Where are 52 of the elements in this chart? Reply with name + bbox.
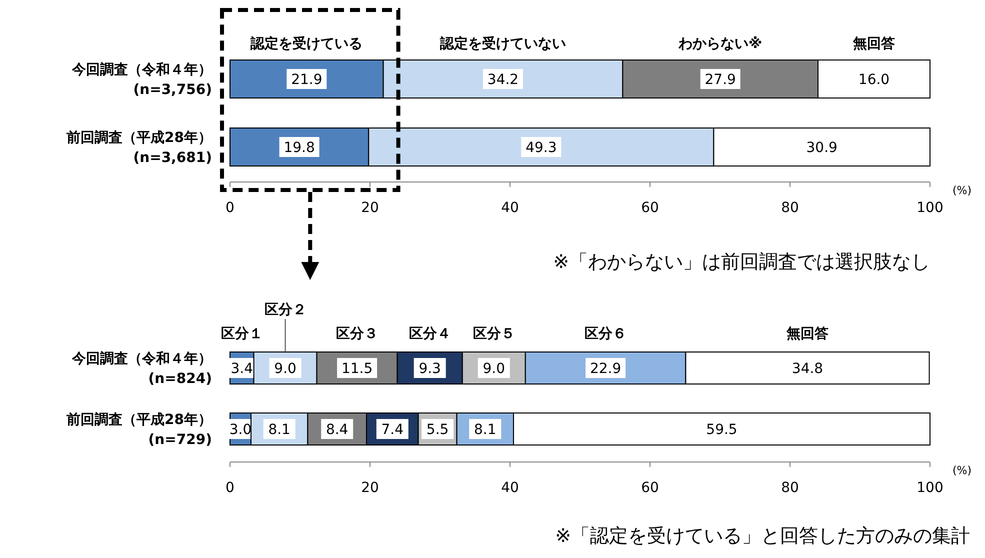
series-label: 認定を受けている bbox=[250, 35, 363, 52]
y-tick-label: 今回調査（令和４年） (n=3,756) bbox=[71, 61, 212, 98]
x-tick-label: 80 bbox=[781, 200, 799, 216]
data-label: 27.9 bbox=[704, 72, 736, 88]
data-label: 30.9 bbox=[806, 140, 838, 156]
x-tick-label: 40 bbox=[501, 480, 519, 496]
text: 区分２ bbox=[264, 302, 306, 318]
data-label: 9.0 bbox=[482, 361, 506, 377]
text: ※「わからない」は前回調査では選択肢なし bbox=[553, 251, 930, 273]
data-label: 5.5 bbox=[426, 422, 449, 438]
series-label: 区分５ bbox=[472, 326, 515, 342]
data-label: 11.5 bbox=[341, 361, 373, 377]
x-tick-label: 20 bbox=[361, 200, 379, 216]
data-label: 34.8 bbox=[792, 361, 824, 377]
series-label: 認定を受けていない bbox=[439, 35, 566, 52]
data-label: 21.9 bbox=[291, 72, 322, 88]
x-tick-label: 0 bbox=[226, 200, 234, 216]
data-label: 8.1 bbox=[474, 422, 496, 438]
y-tick-label: 前回調査（平成28年） (n=729) bbox=[66, 411, 212, 448]
x-tick-label: 40 bbox=[501, 200, 519, 216]
data-label: 16.0 bbox=[858, 72, 890, 88]
y-tick-label: 前回調査（平成28年） (n=3,681) bbox=[66, 129, 212, 166]
x-tick-label: 100 bbox=[916, 200, 944, 216]
x-tick-label: 0 bbox=[226, 480, 234, 496]
series-label: 無回答 bbox=[852, 36, 895, 52]
data-label: 34.2 bbox=[487, 72, 519, 88]
series-label: わからない※ bbox=[678, 36, 762, 52]
x-tick-label: 80 bbox=[781, 480, 799, 496]
x-tick-label: 20 bbox=[361, 480, 379, 496]
y-tick-label: 今回調査（令和４年） (n=824) bbox=[71, 350, 212, 387]
series-label: 区分６ bbox=[584, 326, 627, 342]
x-tick-label: 100 bbox=[916, 480, 944, 496]
data-label: 3.4 bbox=[230, 361, 254, 377]
series-label: 無回答 bbox=[786, 326, 828, 342]
x-axis-title: (%) bbox=[952, 184, 972, 197]
series-label: 区分１ bbox=[220, 326, 263, 342]
x-axis-title: (%) bbox=[952, 464, 972, 477]
data-label: 8.1 bbox=[268, 422, 290, 438]
series-label: 区分３ bbox=[336, 326, 378, 342]
data-label: 7.4 bbox=[381, 422, 404, 438]
x-tick-label: 60 bbox=[641, 480, 659, 496]
data-label: 9.0 bbox=[274, 361, 296, 377]
x-tick-label: 60 bbox=[641, 200, 659, 216]
data-label: 49.3 bbox=[526, 140, 557, 156]
data-label: 22.9 bbox=[590, 361, 622, 377]
data-label: 9.3 bbox=[418, 361, 441, 377]
text: ※「認定を受けている」と回答した方のみの集計 bbox=[555, 525, 970, 547]
data-label: 8.4 bbox=[326, 422, 348, 438]
data-label: 59.5 bbox=[706, 422, 738, 438]
data-label: 3.0 bbox=[229, 422, 252, 438]
series-label: 区分４ bbox=[408, 326, 451, 342]
data-label: 19.8 bbox=[284, 140, 315, 156]
